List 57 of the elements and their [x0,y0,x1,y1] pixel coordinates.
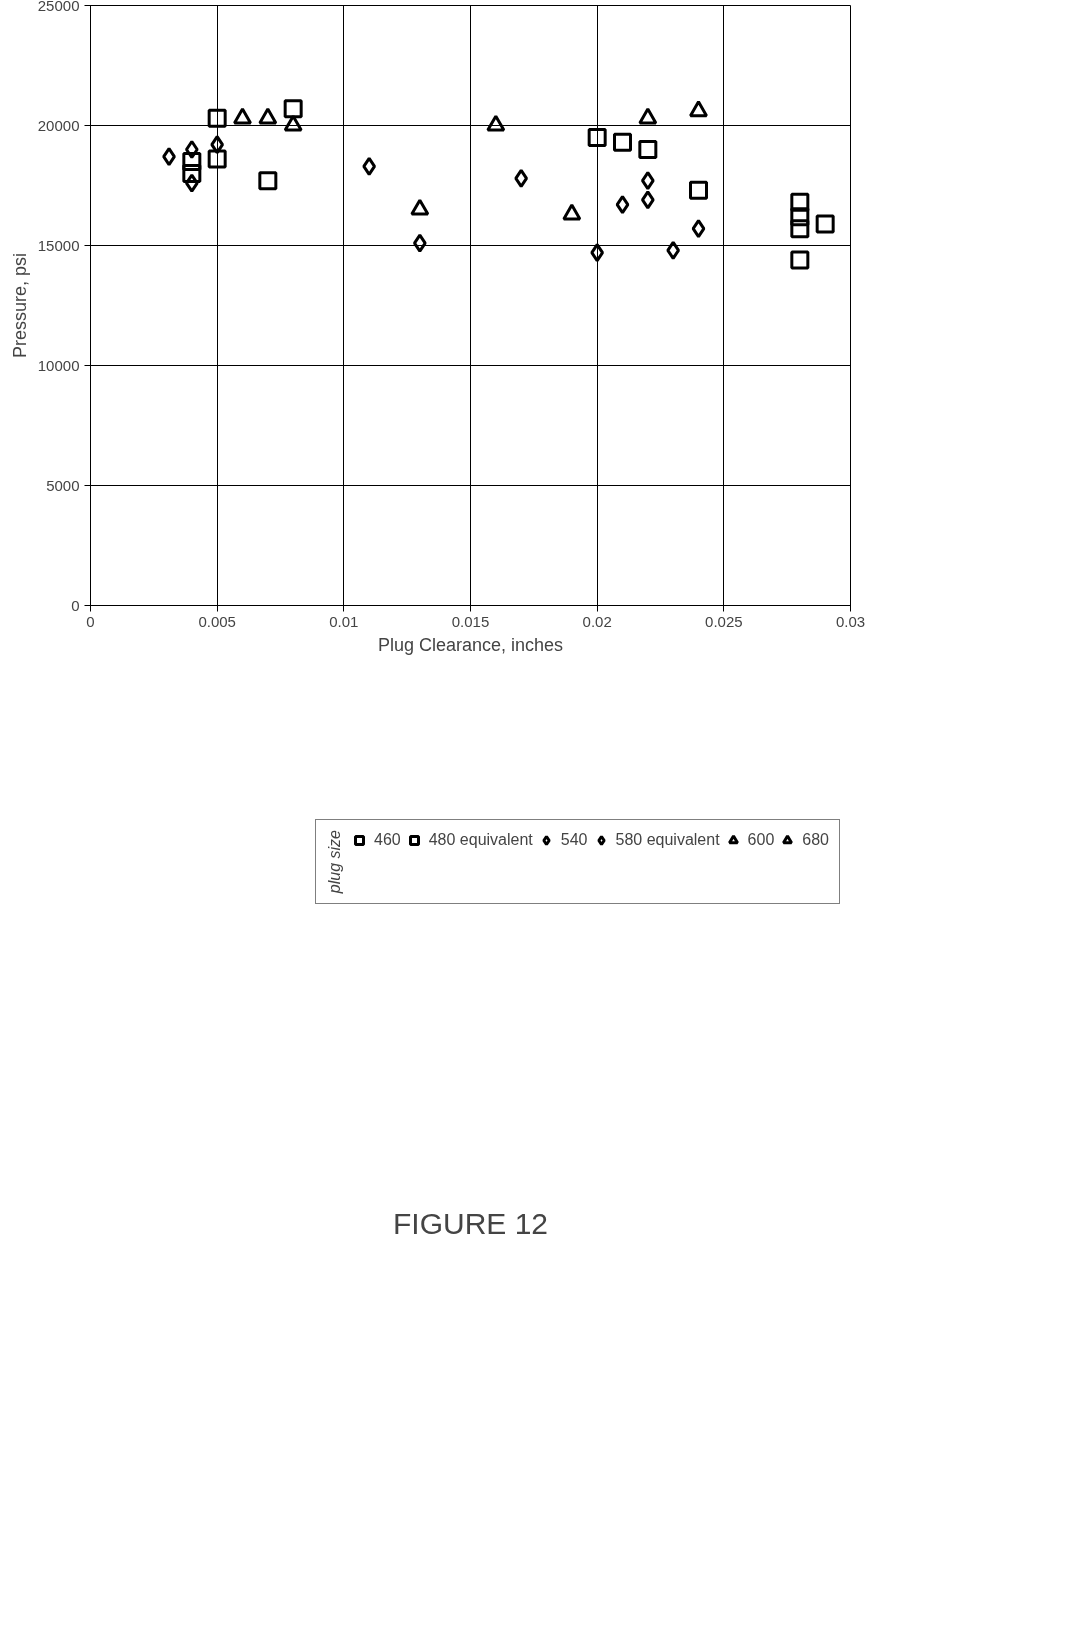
point [210,135,224,155]
point [638,140,658,159]
point [613,132,632,152]
point [258,107,278,125]
y-tick-label: 0 [71,596,80,614]
point [258,171,278,191]
caption: FIGURE 12 [392,1206,549,1240]
x-tick-label: 0.02 [582,612,612,630]
x-tick-label: 0.005 [198,612,236,630]
point [790,207,810,227]
x-tick-label: 0.01 [329,612,359,630]
point [413,233,427,253]
point [207,149,227,169]
point [207,108,227,128]
y-tick-label: 15000 [37,236,80,254]
point [233,107,252,125]
point [514,168,528,188]
x-axis-title: Plug Clearance, inches [377,634,564,655]
point [790,192,810,212]
y-axis-title: Pressure, psi [9,252,30,359]
point [689,100,708,118]
point [283,114,303,132]
point [162,147,176,167]
point [691,219,706,239]
point [641,171,655,191]
point [590,243,604,263]
y-tick-label: 5000 [46,476,80,494]
x-tick-label: 0.025 [705,612,743,630]
point [587,128,607,147]
y-tick-label: 20000 [37,116,80,134]
legend-label: 480 equivalent [428,831,533,850]
point [666,240,680,260]
legend-label: 600 [747,831,775,850]
point [790,250,810,270]
point [182,164,202,183]
point [689,180,708,200]
legend-label: 540 [560,831,588,850]
legend-label: 460 [374,831,401,850]
point [185,173,199,193]
x-tick-label: 0 [86,612,95,630]
point [362,156,376,176]
point [486,114,506,132]
point [790,219,810,239]
point [283,99,303,119]
x-tick-label: 0.03 [835,612,866,630]
point [615,195,630,215]
point [185,140,199,159]
legend-label: 580 equivalent [615,831,720,850]
legend-title: plug size [326,830,344,894]
y-tick-label: 10000 [37,356,80,374]
x-tick-label: 0.015 [451,612,490,630]
point [638,107,658,125]
y-tick-label: 25000 [37,0,80,14]
point [815,214,835,234]
point [182,152,202,171]
legend-label: 680 [802,831,829,850]
point [641,190,655,210]
